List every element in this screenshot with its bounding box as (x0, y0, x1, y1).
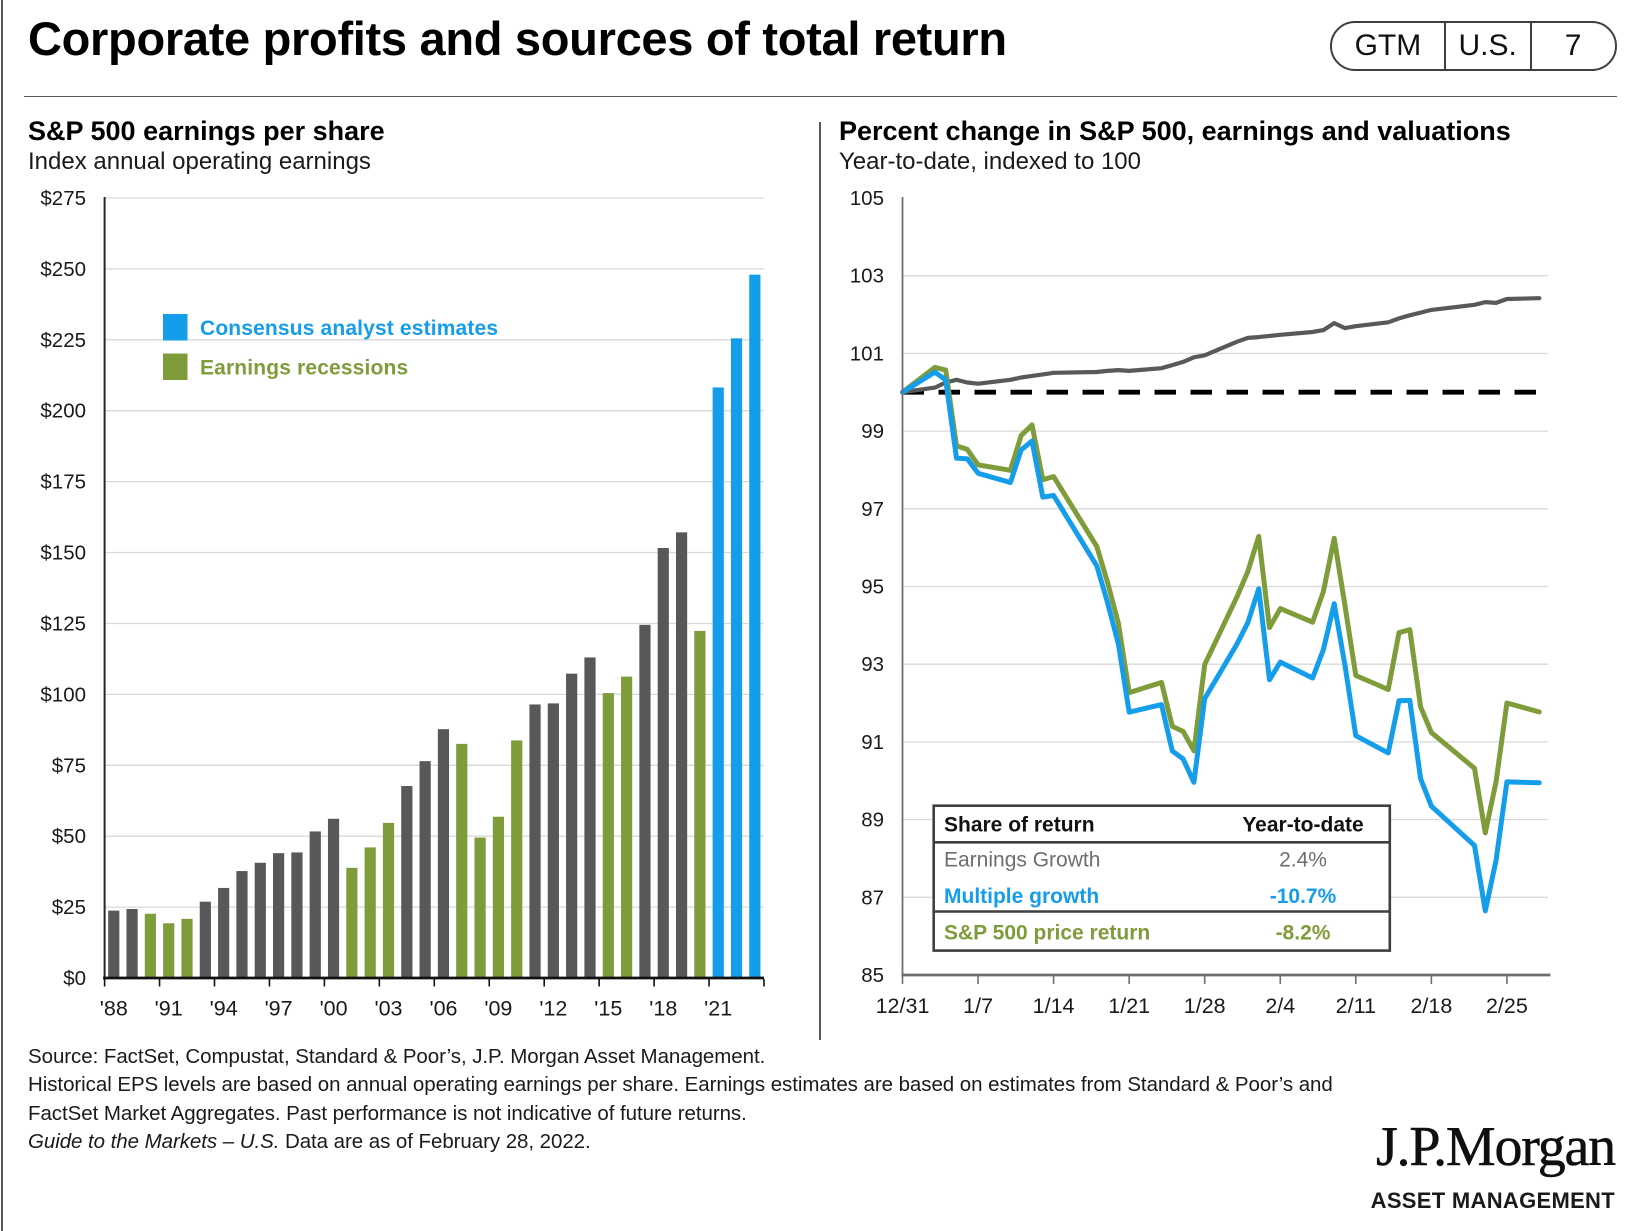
svg-text:'12: '12 (539, 997, 567, 1021)
svg-text:1/21: 1/21 (1108, 994, 1150, 1018)
svg-text:Consensus analyst estimates: Consensus analyst estimates (200, 317, 498, 340)
svg-text:'15: '15 (594, 997, 622, 1021)
svg-text:$275: $275 (40, 187, 86, 210)
svg-text:Share of return: Share of return (944, 814, 1095, 837)
svg-text:91: 91 (861, 731, 884, 754)
svg-text:$125: $125 (40, 613, 86, 636)
svg-text:2/11: 2/11 (1336, 994, 1376, 1018)
svg-text:87: 87 (861, 886, 884, 909)
svg-text:$175: $175 (40, 471, 86, 494)
svg-text:93: 93 (861, 653, 884, 676)
svg-text:97: 97 (861, 498, 884, 521)
svg-text:$150: $150 (40, 542, 86, 565)
svg-text:Multiple growth: Multiple growth (944, 885, 1099, 908)
svg-text:'00: '00 (320, 997, 348, 1021)
svg-text:'18: '18 (649, 997, 677, 1021)
svg-text:2/25: 2/25 (1486, 994, 1528, 1018)
svg-text:-10.7%: -10.7% (1270, 885, 1337, 908)
svg-text:'88: '88 (100, 997, 128, 1021)
svg-text:103: 103 (850, 265, 884, 288)
svg-text:101: 101 (850, 342, 884, 365)
svg-text:2/18: 2/18 (1410, 994, 1452, 1018)
svg-text:$225: $225 (40, 329, 86, 352)
svg-text:$75: $75 (52, 754, 86, 777)
svg-text:1/14: 1/14 (1033, 994, 1075, 1018)
svg-text:'06: '06 (429, 997, 457, 1021)
svg-text:'03: '03 (374, 997, 402, 1021)
svg-text:$200: $200 (40, 400, 86, 423)
svg-text:$25: $25 (52, 896, 86, 919)
svg-text:'21: '21 (704, 997, 732, 1021)
svg-text:2.4%: 2.4% (1279, 849, 1327, 872)
svg-text:$0: $0 (63, 967, 86, 990)
svg-text:1/7: 1/7 (963, 994, 993, 1018)
svg-text:Year-to-date: Year-to-date (1242, 814, 1363, 837)
svg-text:'09: '09 (484, 997, 512, 1021)
svg-text:85: 85 (861, 964, 884, 987)
svg-text:Earnings recessions: Earnings recessions (200, 357, 408, 380)
svg-text:12/31: 12/31 (876, 994, 930, 1018)
svg-text:1/28: 1/28 (1184, 994, 1226, 1018)
svg-text:S&P 500 price return: S&P 500 price return (944, 922, 1150, 945)
svg-text:'97: '97 (265, 997, 293, 1021)
svg-text:-8.2%: -8.2% (1276, 922, 1331, 945)
svg-text:89: 89 (861, 809, 884, 832)
svg-text:'94: '94 (210, 997, 238, 1021)
svg-text:'91: '91 (155, 997, 183, 1021)
svg-text:105: 105 (850, 187, 884, 210)
svg-text:Earnings Growth: Earnings Growth (944, 849, 1100, 872)
svg-text:$50: $50 (52, 825, 86, 848)
svg-text:$100: $100 (40, 683, 86, 706)
svg-text:99: 99 (861, 420, 884, 443)
svg-text:2/4: 2/4 (1265, 994, 1295, 1018)
svg-text:$250: $250 (40, 258, 86, 281)
svg-text:95: 95 (861, 576, 884, 599)
